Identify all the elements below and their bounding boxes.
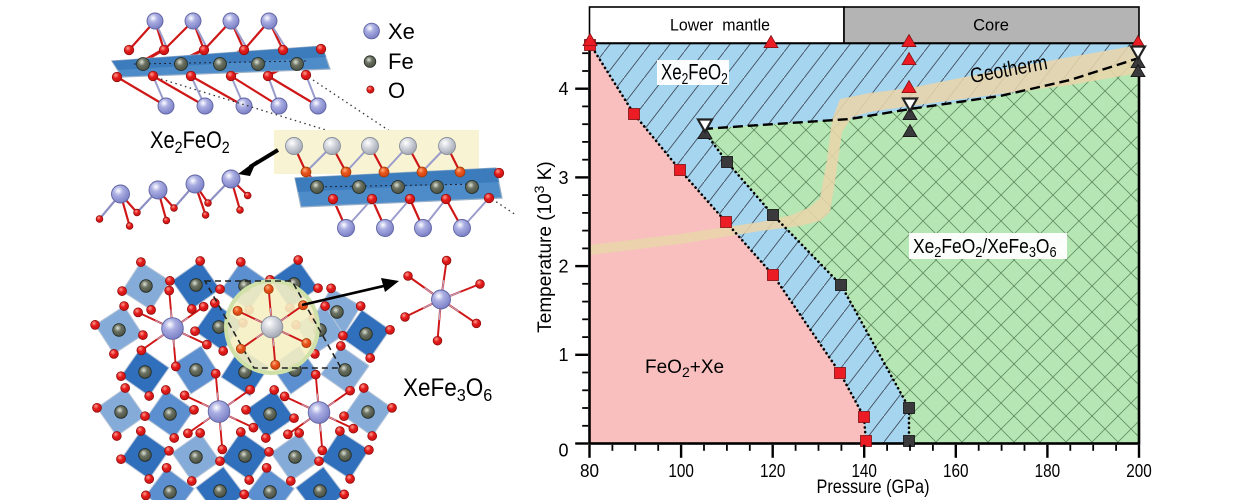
svg-text:200: 200 <box>1126 460 1152 481</box>
svg-text:Pressure (GPa): Pressure (GPa) <box>817 477 930 498</box>
svg-text:160: 160 <box>943 460 969 481</box>
svg-text:Core: Core <box>973 17 1009 35</box>
svg-text:0: 0 <box>558 441 568 461</box>
svg-text:80: 80 <box>580 460 599 481</box>
svg-text:100: 100 <box>668 460 694 481</box>
svg-text:120: 120 <box>760 460 786 481</box>
svg-text:1: 1 <box>558 345 568 365</box>
svg-text:FeO2+Xe: FeO2+Xe <box>645 357 724 380</box>
svg-text:Xe: Xe <box>388 19 415 44</box>
svg-text:140: 140 <box>851 460 877 481</box>
svg-text:Xe2FeO2: Xe2FeO2 <box>661 60 728 87</box>
svg-text:2: 2 <box>558 257 568 277</box>
svg-text:Xe2FeO2: Xe2FeO2 <box>150 126 230 157</box>
svg-text:180: 180 <box>1035 460 1061 481</box>
svg-text:Lower mantle: Lower mantle <box>670 17 770 35</box>
svg-text:O: O <box>388 78 405 103</box>
svg-text:4: 4 <box>558 79 568 99</box>
svg-text:Fe: Fe <box>388 49 414 74</box>
svg-text:3: 3 <box>558 168 568 188</box>
svg-text:XeFe3O6: XeFe3O6 <box>403 374 492 405</box>
